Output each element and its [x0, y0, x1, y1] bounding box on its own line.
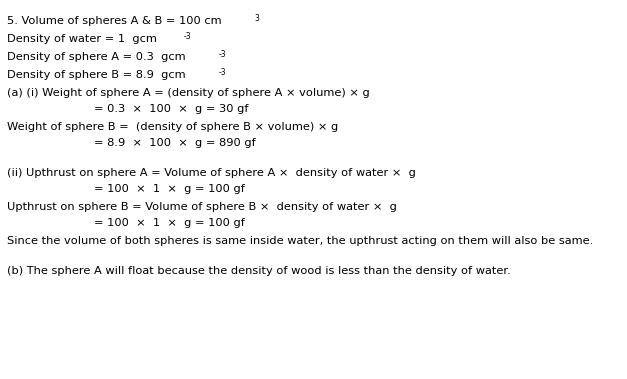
Text: = 100  ×  1  ×  g = 100 gf: = 100 × 1 × g = 100 gf	[7, 218, 245, 228]
Text: 3: 3	[254, 14, 259, 23]
Text: = 0.3  ×  100  ×  g = 30 gf: = 0.3 × 100 × g = 30 gf	[7, 104, 248, 114]
Text: (b) The sphere A will float because the density of wood is less than the density: (b) The sphere A will float because the …	[7, 266, 511, 276]
Text: Since the volume of both spheres is same inside water, the upthrust acting on th: Since the volume of both spheres is same…	[7, 236, 593, 246]
Text: = 100  ×  1  ×  g = 100 gf: = 100 × 1 × g = 100 gf	[7, 184, 245, 194]
Text: (ii) Upthrust on sphere A = Volume of sphere A ×  density of water ×  g: (ii) Upthrust on sphere A = Volume of sp…	[7, 168, 416, 178]
Text: Upthrust on sphere B = Volume of sphere B ×  density of water ×  g: Upthrust on sphere B = Volume of sphere …	[7, 202, 397, 212]
Text: 5. Volume of spheres A & B = 100 cm: 5. Volume of spheres A & B = 100 cm	[7, 16, 221, 26]
Text: Density of sphere A = 0.3  gcm: Density of sphere A = 0.3 gcm	[7, 52, 186, 62]
Text: -3: -3	[219, 50, 226, 59]
Text: Weight of sphere B =  (density of sphere B × volume) × g: Weight of sphere B = (density of sphere …	[7, 122, 338, 132]
Text: = 8.9  ×  100  ×  g = 890 gf: = 8.9 × 100 × g = 890 gf	[7, 138, 256, 148]
Text: Density of water = 1  gcm: Density of water = 1 gcm	[7, 34, 157, 44]
Text: Density of sphere B = 8.9  gcm: Density of sphere B = 8.9 gcm	[7, 70, 186, 80]
Text: (a) (i) Weight of sphere A = (density of sphere A × volume) × g: (a) (i) Weight of sphere A = (density of…	[7, 88, 370, 98]
Text: -3: -3	[184, 32, 191, 41]
Text: -3: -3	[219, 68, 226, 77]
